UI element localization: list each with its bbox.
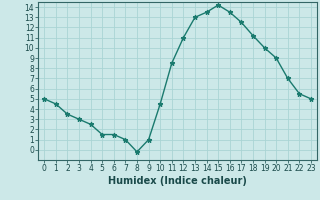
X-axis label: Humidex (Indice chaleur): Humidex (Indice chaleur) [108, 176, 247, 186]
